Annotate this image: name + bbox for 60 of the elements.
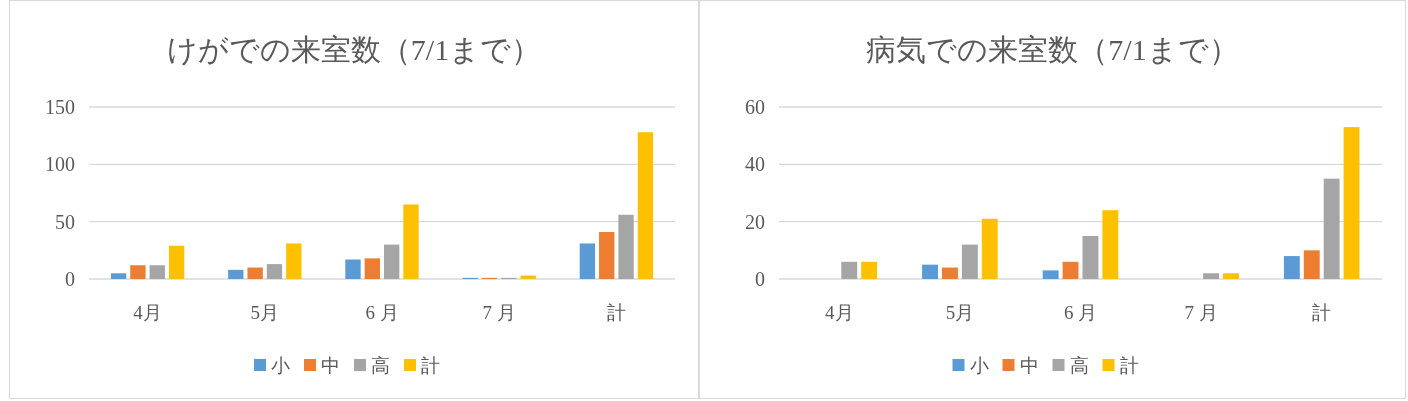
y-tick-label: 150 — [45, 96, 75, 118]
x-tick-label: 6 月 — [1063, 302, 1098, 323]
x-tick-label: 6 月 — [365, 302, 399, 323]
bar — [110, 273, 127, 279]
bar — [1203, 273, 1219, 279]
legend-label: 小 — [969, 354, 989, 376]
bar — [1042, 270, 1059, 279]
bar — [1343, 127, 1360, 279]
bar — [861, 261, 878, 279]
y-tick-label: 0 — [65, 268, 75, 290]
bar — [149, 265, 165, 279]
y-tick-label: 40 — [745, 153, 765, 176]
legend-label: 計 — [421, 354, 440, 376]
bar — [942, 267, 958, 279]
y-tick-label: 100 — [45, 153, 75, 176]
x-tick-label: 計 — [606, 302, 626, 323]
bar — [286, 243, 302, 279]
bar — [637, 132, 654, 279]
bar — [1062, 261, 1079, 279]
x-tick-label: 5月 — [945, 302, 975, 323]
bar — [364, 258, 380, 279]
bar — [403, 204, 419, 279]
bar — [841, 261, 858, 279]
legend-label: 高 — [1069, 354, 1089, 376]
x-tick-label: 5月 — [250, 302, 280, 323]
bar — [1323, 178, 1340, 279]
chart-title: 病気での来室数（7/1まで） — [866, 33, 1239, 66]
bar — [384, 244, 400, 279]
bar — [1223, 273, 1239, 279]
legend-label: 中 — [1019, 354, 1039, 376]
x-tick-label: 7 月 — [482, 302, 516, 323]
x-tick-label: 7 月 — [1184, 302, 1218, 323]
bar — [345, 259, 361, 279]
legend-label: 計 — [1119, 354, 1139, 376]
bar — [981, 218, 998, 279]
bar — [1082, 236, 1099, 279]
bar — [168, 245, 185, 279]
y-tick-label: 50 — [55, 210, 75, 233]
bar — [618, 214, 634, 279]
bar — [599, 231, 615, 279]
bar — [228, 269, 244, 279]
legend-label: 中 — [321, 354, 340, 376]
bar — [1102, 210, 1119, 279]
bar — [247, 267, 263, 279]
bar — [579, 243, 596, 279]
x-tick-label: 4月 — [825, 302, 854, 323]
bar — [961, 244, 978, 279]
bar — [922, 264, 938, 279]
bar — [266, 264, 283, 279]
x-tick-label: 4月 — [133, 302, 162, 323]
x-tick-label: 計 — [1312, 302, 1332, 323]
legend-label: 小 — [271, 354, 290, 376]
y-tick-label: 0 — [755, 268, 765, 290]
bar — [1303, 250, 1320, 279]
y-tick-label: 60 — [745, 96, 765, 118]
bar — [130, 265, 146, 279]
bar — [1283, 256, 1300, 279]
legend-label: 高 — [371, 354, 390, 376]
chart-title: けがでの来室数（7/1まで） — [166, 33, 542, 66]
y-tick-label: 20 — [745, 210, 765, 233]
